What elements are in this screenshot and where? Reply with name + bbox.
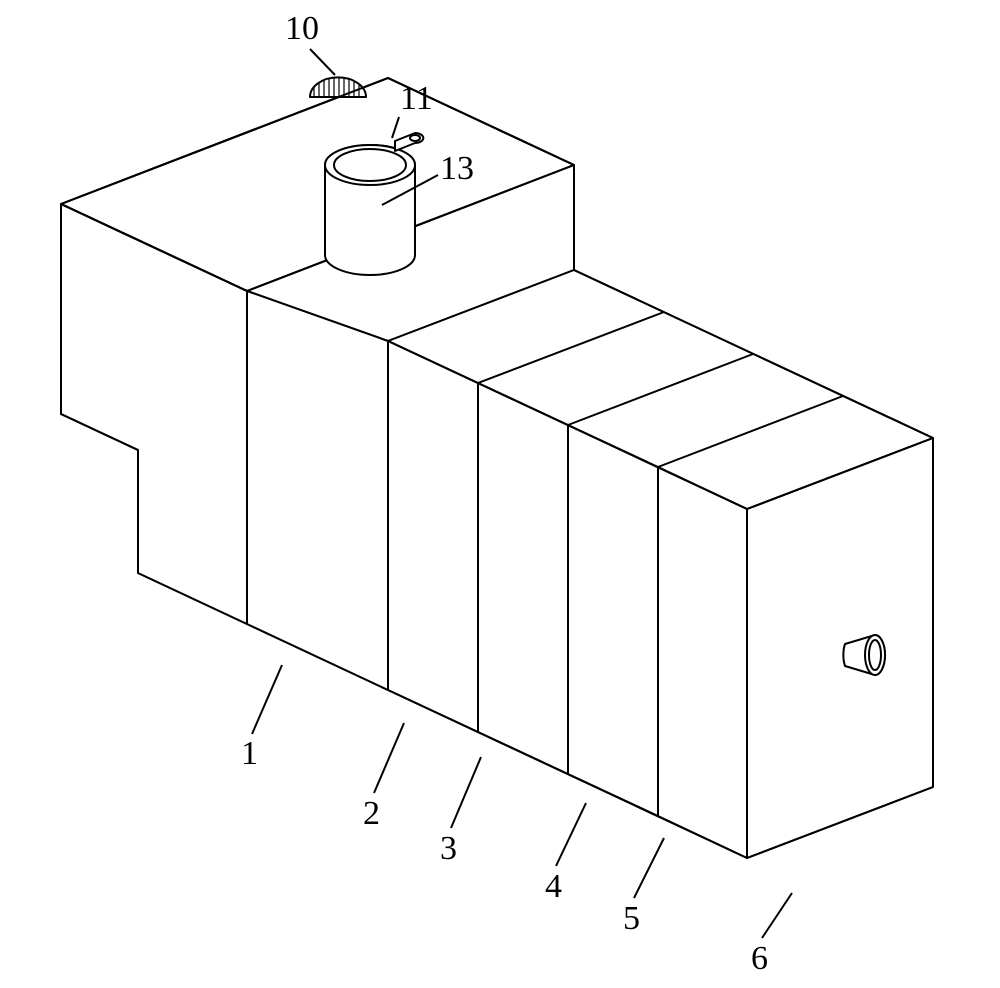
label-10: 10 bbox=[285, 10, 319, 48]
cylinder-top-inner bbox=[334, 149, 406, 181]
label-5: 5 bbox=[623, 900, 640, 938]
label-1: 1 bbox=[241, 735, 258, 773]
leader-4 bbox=[556, 803, 586, 866]
label-2: 2 bbox=[363, 795, 380, 833]
label-4: 4 bbox=[545, 868, 562, 906]
leader-5 bbox=[634, 838, 664, 898]
leader-2 bbox=[374, 723, 404, 793]
seg3-front bbox=[478, 383, 568, 774]
label-3: 3 bbox=[440, 830, 457, 868]
seg6-end bbox=[747, 438, 933, 858]
leader-10 bbox=[310, 49, 335, 75]
seg2-front bbox=[388, 341, 478, 732]
label-11: 11 bbox=[400, 80, 433, 118]
label-13: 13 bbox=[440, 150, 474, 188]
seg5-front bbox=[658, 467, 747, 858]
leader-1 bbox=[252, 665, 282, 734]
leader-6 bbox=[762, 893, 792, 938]
outlet-rim-inner bbox=[869, 640, 881, 670]
label-6: 6 bbox=[751, 940, 768, 978]
seg4-front bbox=[568, 425, 658, 816]
diagram-canvas bbox=[0, 0, 1000, 988]
pipe11-end bbox=[410, 135, 420, 141]
block1-front-b2 bbox=[247, 291, 388, 690]
leader-3 bbox=[451, 757, 481, 828]
